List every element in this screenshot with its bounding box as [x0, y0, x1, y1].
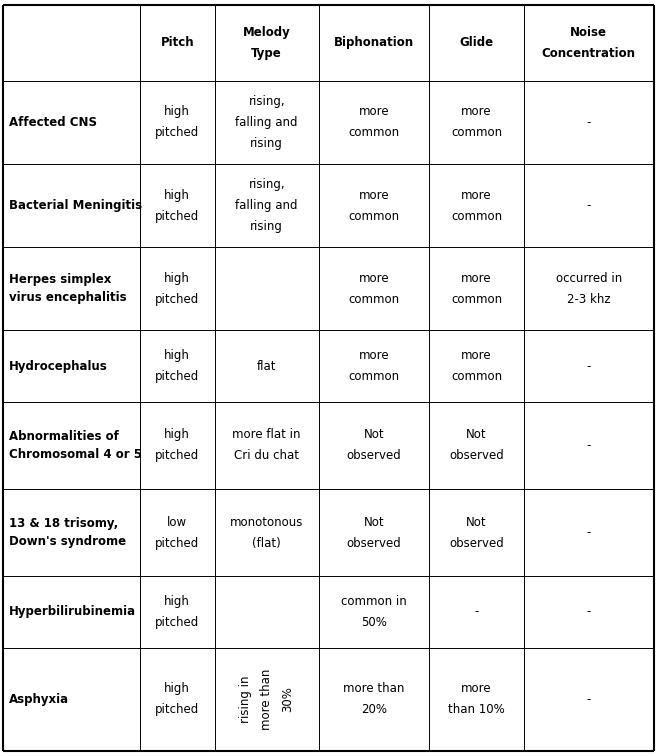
Text: Abnormalities of
Chromosomal 4 or 5: Abnormalities of Chromosomal 4 or 5 — [9, 430, 141, 461]
Text: Melody
Type: Melody Type — [243, 26, 290, 60]
Text: -: - — [587, 526, 591, 539]
Text: more
common: more common — [451, 188, 502, 222]
Text: flat: flat — [257, 360, 277, 373]
Text: more than
20%: more than 20% — [344, 682, 405, 716]
Text: more
common: more common — [451, 105, 502, 139]
Text: more flat in
Cri du chat: more flat in Cri du chat — [233, 429, 301, 463]
Text: more
common: more common — [451, 349, 502, 383]
Text: occurred in
2-3 khz: occurred in 2-3 khz — [556, 272, 622, 305]
Text: -: - — [587, 692, 591, 705]
Text: high
pitched: high pitched — [155, 682, 200, 716]
Text: Not
observed: Not observed — [347, 429, 401, 463]
Text: Not
observed: Not observed — [449, 516, 504, 550]
Text: high
pitched: high pitched — [155, 595, 200, 629]
Text: -: - — [474, 606, 479, 618]
Text: -: - — [587, 360, 591, 373]
Text: more
common: more common — [348, 188, 399, 222]
Text: more
common: more common — [348, 349, 399, 383]
Text: Not
observed: Not observed — [449, 429, 504, 463]
Text: more
than 10%: more than 10% — [448, 682, 505, 716]
Text: Not
observed: Not observed — [347, 516, 401, 550]
Text: -: - — [587, 116, 591, 129]
Text: common in
50%: common in 50% — [341, 595, 407, 629]
Text: high
pitched: high pitched — [155, 188, 200, 222]
Text: high
pitched: high pitched — [155, 272, 200, 305]
Text: rising,
falling and
rising: rising, falling and rising — [235, 94, 298, 150]
Text: -: - — [587, 606, 591, 618]
Text: Hyperbilirubinemia: Hyperbilirubinemia — [9, 606, 135, 618]
Text: more
common: more common — [348, 105, 399, 139]
Text: Pitch: Pitch — [160, 36, 194, 49]
Text: high
pitched: high pitched — [155, 349, 200, 383]
Text: more
common: more common — [348, 272, 399, 305]
Text: 13 & 18 trisomy,
Down's syndrome: 13 & 18 trisomy, Down's syndrome — [9, 517, 125, 548]
Text: Glide: Glide — [459, 36, 493, 49]
Text: high
pitched: high pitched — [155, 429, 200, 463]
Text: rising in
more than
30%: rising in more than 30% — [239, 668, 294, 730]
Text: Asphyxia: Asphyxia — [9, 692, 69, 705]
Text: more
common: more common — [451, 272, 502, 305]
Text: Herpes simplex
virus encephalitis: Herpes simplex virus encephalitis — [9, 273, 126, 304]
Text: Bacterial Meningitis: Bacterial Meningitis — [9, 199, 142, 212]
Text: -: - — [587, 199, 591, 212]
Text: -: - — [587, 439, 591, 452]
Text: Biphonation: Biphonation — [334, 36, 414, 49]
Text: monotonous
(flat): monotonous (flat) — [230, 516, 304, 550]
Text: Noise
Concentration: Noise Concentration — [541, 26, 636, 60]
Text: Hydrocephalus: Hydrocephalus — [9, 360, 107, 373]
Text: low
pitched: low pitched — [155, 516, 200, 550]
Text: rising,
falling and
rising: rising, falling and rising — [235, 178, 298, 233]
Text: Affected CNS: Affected CNS — [9, 116, 97, 129]
Text: high
pitched: high pitched — [155, 105, 200, 139]
